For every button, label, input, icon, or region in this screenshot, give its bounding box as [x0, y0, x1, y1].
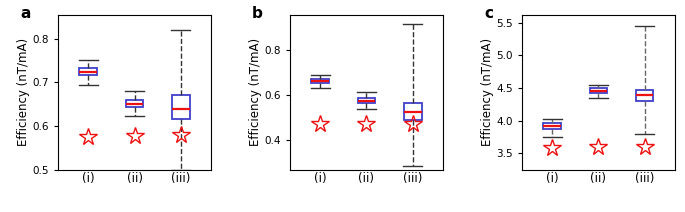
PathPatch shape — [636, 90, 653, 101]
PathPatch shape — [404, 103, 421, 120]
PathPatch shape — [312, 79, 329, 83]
Y-axis label: Efficiency (nT/mA): Efficiency (nT/mA) — [17, 38, 30, 146]
Text: c: c — [484, 6, 493, 21]
PathPatch shape — [590, 88, 607, 93]
PathPatch shape — [79, 68, 97, 75]
PathPatch shape — [126, 100, 143, 107]
PathPatch shape — [172, 95, 190, 120]
Y-axis label: Efficiency (nT/mA): Efficiency (nT/mA) — [249, 38, 262, 146]
Y-axis label: Efficiency (nT/mA): Efficiency (nT/mA) — [481, 38, 494, 146]
PathPatch shape — [543, 123, 561, 129]
PathPatch shape — [358, 98, 375, 103]
Text: b: b — [252, 6, 263, 21]
Text: a: a — [20, 6, 30, 21]
